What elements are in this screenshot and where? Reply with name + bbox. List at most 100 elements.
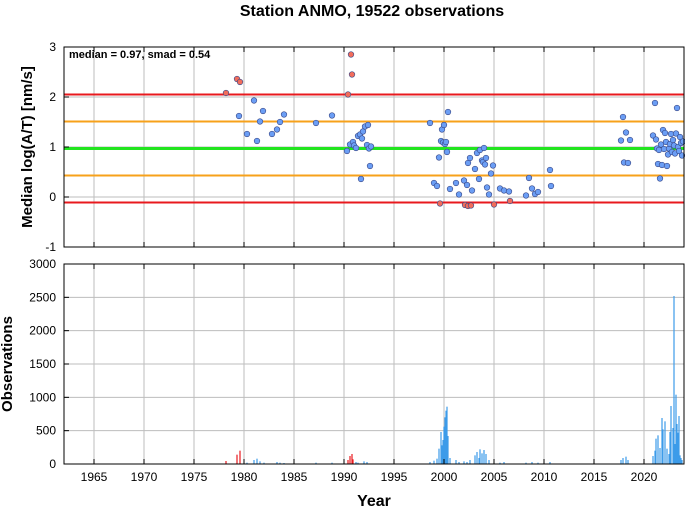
x-tick-label: 1985 — [281, 470, 308, 484]
inlier-bar — [455, 460, 457, 464]
inlier-bar — [661, 418, 663, 464]
inlier-bar — [449, 458, 451, 464]
top-panel: -1 0 1 2 3 median = 0.97, smad = 0.54 Median… — [19, 40, 685, 254]
top-y-axis-label: Median log(A/T) [nm/s] — [19, 66, 36, 228]
inlier-bar — [620, 460, 622, 464]
inlier-bar — [436, 458, 438, 464]
inlier-bar — [679, 455, 681, 464]
inlier-bar — [499, 462, 501, 464]
inlier-point — [452, 179, 460, 187]
outlier-point — [348, 71, 356, 78]
outlier-bar — [349, 456, 351, 464]
inlier-bar — [355, 462, 357, 464]
inlier-bar — [474, 455, 476, 464]
inlier-point — [343, 147, 351, 155]
inlier-bar — [668, 454, 670, 464]
inlier-point — [656, 175, 664, 182]
inlier-bar — [678, 416, 680, 464]
bottom-plot-frame — [63, 263, 685, 465]
bottom-y-tick-label: 2500 — [29, 290, 56, 304]
top-y-tick-label: -1 — [45, 240, 56, 254]
inlier-bar — [363, 461, 365, 464]
inlier-point — [352, 144, 360, 152]
inlier-point — [259, 107, 267, 115]
inlier-point — [443, 148, 451, 156]
inlier-bar — [674, 444, 676, 464]
inlier-point — [276, 118, 284, 126]
x-tick-label: 1965 — [81, 470, 108, 484]
inlier-point — [426, 119, 434, 127]
x-tick-label: 2005 — [481, 470, 508, 484]
bottom-y-ticks: 0 500 1000 1500 2000 2500 3000 — [29, 257, 69, 471]
outlier-point — [467, 202, 475, 209]
top-plot-frame — [63, 46, 685, 248]
inlier-bar — [444, 417, 446, 464]
outlier-point — [436, 200, 444, 207]
inlier-bar — [466, 462, 468, 464]
inlier-bar — [315, 462, 317, 464]
bottom-y-tick-label: 2000 — [29, 324, 56, 338]
inlier-point — [256, 118, 264, 125]
outlier-bar — [347, 460, 349, 464]
inlier-point — [357, 175, 365, 183]
inlier-bar — [445, 410, 447, 464]
top-y-tick-label: 3 — [49, 40, 56, 54]
inlier-bar — [458, 462, 460, 464]
inlier-point — [366, 162, 374, 170]
inlier-bar — [549, 462, 551, 464]
outlier-bar — [351, 454, 353, 464]
inlier-point — [617, 137, 625, 144]
outlier-point — [236, 78, 244, 86]
x-tick-label: 2010 — [531, 470, 558, 484]
inlier-bar — [433, 460, 435, 464]
inlier-point — [672, 130, 680, 137]
inlier-point — [525, 174, 533, 182]
inlier-bar — [441, 445, 443, 464]
inlier-point — [480, 144, 488, 152]
inlier-bar — [259, 461, 261, 464]
inlier-point — [243, 130, 251, 138]
inlier-bar — [670, 406, 672, 464]
outlier-point — [344, 91, 352, 98]
inlier-point — [505, 188, 513, 195]
inlier-point — [528, 185, 536, 192]
inlier-point — [546, 166, 554, 174]
inlier-bar — [662, 429, 664, 464]
inlier-bar — [652, 456, 654, 464]
inlier-bar — [253, 460, 255, 464]
inlier-point — [312, 119, 320, 127]
top-scatter-points — [222, 51, 685, 210]
inlier-bar — [357, 462, 359, 464]
inlier-point — [619, 113, 627, 121]
inlier-bar — [476, 452, 478, 464]
top-y-tick-label: 2 — [49, 90, 56, 104]
inlier-point — [676, 133, 684, 141]
inlier-point — [442, 138, 450, 146]
x-tick-label: 2015 — [581, 470, 608, 484]
inlier-point — [364, 121, 372, 129]
inlier-point — [468, 187, 476, 194]
inlier-bar — [531, 462, 533, 464]
inlier-point — [358, 135, 366, 142]
inlier-bar — [677, 432, 679, 464]
inlier-point — [250, 97, 258, 104]
inlier-point — [487, 170, 495, 177]
inlier-point — [482, 154, 490, 162]
inlier-point — [273, 126, 281, 133]
x-tick-label: 2020 — [631, 470, 658, 484]
inlier-bar — [438, 448, 440, 464]
chart-title: Station ANMO, 19522 observations — [240, 3, 504, 20]
inlier-bar — [442, 440, 444, 464]
inlier-point — [624, 159, 632, 167]
inlier-bar — [488, 460, 490, 464]
inlier-point — [268, 130, 276, 138]
x-tick-label: 1970 — [131, 470, 158, 484]
inlier-point — [253, 137, 261, 145]
inlier-bar — [669, 432, 671, 464]
inlier-bar — [447, 436, 449, 464]
inlier-bar — [276, 462, 278, 464]
inlier-bar — [443, 426, 445, 464]
inlier-bar — [659, 448, 661, 464]
bottom-bars — [225, 296, 683, 464]
